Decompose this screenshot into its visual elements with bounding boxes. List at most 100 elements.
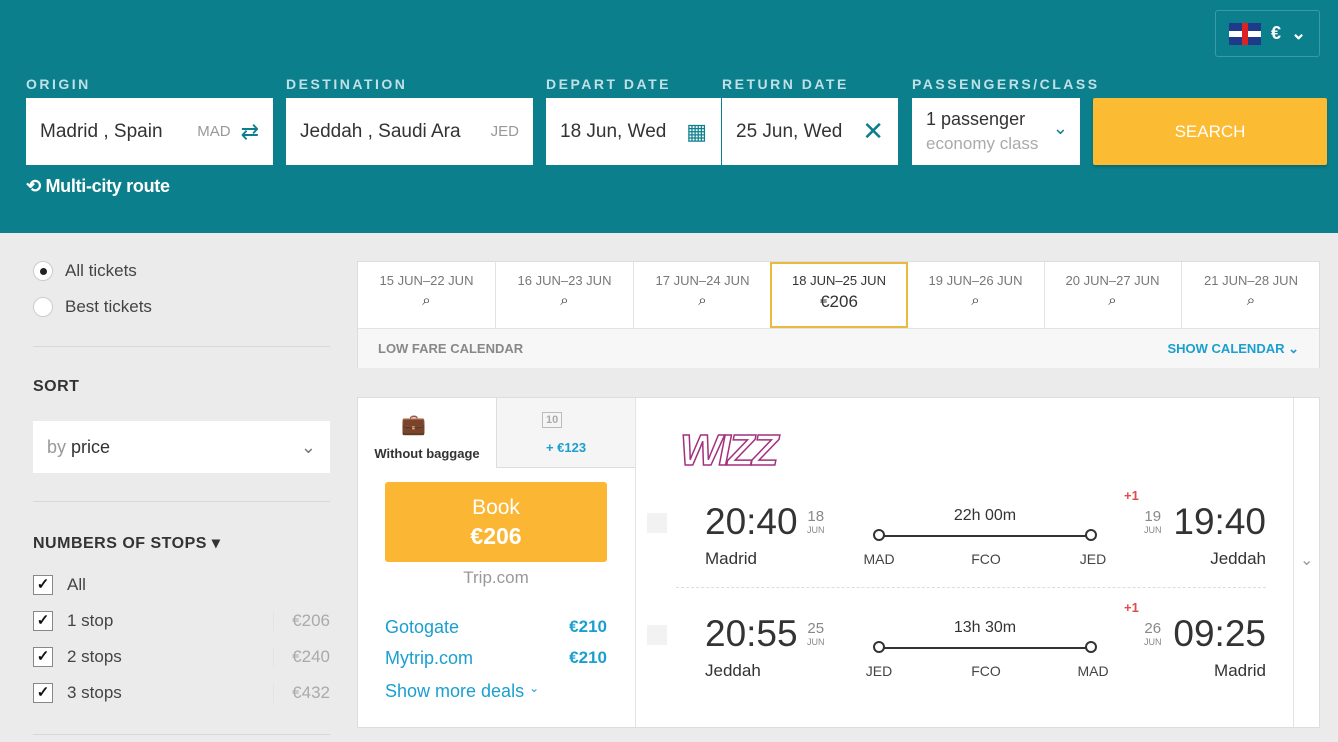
chevron-down-icon: ⌄ <box>1052 118 1068 138</box>
airport-code: FCO <box>971 663 1001 679</box>
stop-price: €432 <box>273 683 330 703</box>
tab-with-baggage[interactable]: 10 + €123 <box>496 398 635 468</box>
next-day-badge: +1 <box>1124 488 1139 503</box>
stop-filter-1[interactable]: ✓ 1 stop €206 <box>33 611 330 631</box>
search-icon: ⌕ <box>971 292 980 309</box>
stops-title[interactable]: NUMBERS OF STOPS ▾ <box>33 533 220 553</box>
departure-day: 25 <box>807 620 825 637</box>
caret-down-icon: ▾ <box>211 535 221 552</box>
date-range: 19 JUN–26 JUN <box>928 273 1023 288</box>
destination-value: Jeddah , Saudi Ara <box>300 120 461 142</box>
search-icon: ⌕ <box>1108 292 1117 309</box>
radio-icon <box>33 261 53 281</box>
class-value: economy class <box>926 134 1039 153</box>
tab-label: + €123 <box>545 440 587 455</box>
sort-select[interactable]: by price ⌄ <box>33 421 330 473</box>
date-option[interactable]: 19 JUN–26 JUN ⌕ <box>907 262 1045 328</box>
arrival-day: 19 <box>1144 508 1162 525</box>
divider <box>33 734 330 735</box>
date-range: 15 JUN–22 JUN <box>379 273 474 288</box>
airport-code: FCO <box>971 551 1001 567</box>
flight-leg-return: 20:55 25 JUN Jeddah 13h 30m JED FCO MAD +… <box>635 600 1293 713</box>
departure-city: Madrid <box>705 549 757 568</box>
date-option[interactable]: 20 JUN–27 JUN ⌕ <box>1044 262 1182 328</box>
deal-link[interactable]: Mytrip.com €210 <box>385 648 607 669</box>
uk-flag-icon <box>1228 22 1261 45</box>
departure-time: 20:55 <box>705 613 798 654</box>
checkbox-icon[interactable]: ✓ <box>33 647 53 667</box>
return-date-input[interactable]: 25 Jun, Wed ✕ <box>722 98 898 165</box>
deal-price: €210 <box>569 617 607 636</box>
filter-best-tickets[interactable]: Best tickets <box>33 297 152 317</box>
date-price: €206 <box>820 292 858 311</box>
currency: € <box>1270 23 1281 43</box>
date-range: 16 JUN–23 JUN <box>517 273 612 288</box>
swap-icon[interactable]: ⇄ <box>240 118 259 144</box>
low-fare-label: LOW FARE CALENDAR <box>378 341 524 356</box>
divider <box>33 346 330 347</box>
clear-icon[interactable]: ✕ <box>862 116 884 146</box>
origin-value: Madrid , Spain <box>40 120 163 142</box>
book-label: Book <box>472 496 520 519</box>
deal-name: Gotogate <box>385 617 460 637</box>
chevron-down-icon: ⌄ <box>529 681 540 695</box>
multi-city-label: Multi-city route <box>45 176 170 196</box>
no-baggage-icon: 💼 <box>401 414 426 436</box>
deal-link[interactable]: Gotogate €210 <box>385 617 607 638</box>
return-value: 25 Jun, Wed <box>736 120 843 142</box>
multi-city-link[interactable]: ⟲ Multi-city route <box>26 176 170 197</box>
airport-code: JED <box>1079 551 1107 567</box>
filter-all-tickets[interactable]: All tickets <box>33 261 137 281</box>
show-calendar-label: SHOW CALENDAR <box>1167 340 1285 356</box>
date-range: 18 JUN–25 JUN <box>792 273 886 288</box>
date-option[interactable]: 15 JUN–22 JUN ⌕ <box>358 262 496 328</box>
checkbox-icon[interactable]: ✓ <box>33 575 53 595</box>
radio-icon <box>33 297 53 317</box>
checkbox-icon[interactable]: ✓ <box>33 611 53 631</box>
route-line <box>877 535 1091 537</box>
calendar-icon[interactable]: ▦ <box>686 118 707 144</box>
depart-date-input[interactable]: 18 Jun, Wed ▦ <box>546 98 721 165</box>
date-option[interactable]: 21 JUN–28 JUN ⌕ <box>1182 262 1320 328</box>
passengers-select[interactable]: 1 passenger economy class ⌄ <box>912 98 1080 165</box>
tab-without-baggage[interactable]: 💼 Without baggage <box>358 398 496 468</box>
checkbox-icon[interactable]: ✓ <box>33 683 53 703</box>
show-more-deals[interactable]: Show more deals ⌄ <box>385 681 607 702</box>
show-calendar-link[interactable]: SHOW CALENDAR ⌄ <box>1167 340 1299 356</box>
passengers-label: PASSENGERS/CLASS <box>912 76 1100 92</box>
stop-filter-all[interactable]: ✓ All <box>33 575 330 595</box>
origin-input[interactable]: Madrid , Spain MAD ⇄ <box>26 98 273 165</box>
divider <box>676 587 1266 588</box>
date-option[interactable]: 16 JUN–23 JUN ⌕ <box>496 262 634 328</box>
checkbox[interactable] <box>647 513 667 533</box>
depart-value: 18 Jun, Wed <box>560 120 667 142</box>
stop-label: 1 stop <box>67 611 114 630</box>
filter-label: Best tickets <box>65 297 152 316</box>
stops-title-text: NUMBERS OF STOPS <box>33 535 207 552</box>
flight-leg-outbound: 20:40 18 JUN Madrid 22h 00m MAD FCO JED +… <box>635 488 1293 601</box>
result-card: 💼 Without baggage 10 + €123 Book €206 Trip.… <box>357 397 1320 728</box>
agent-name: Trip.com <box>463 568 529 587</box>
book-button[interactable]: Book €206 <box>385 482 607 562</box>
destination-input[interactable]: Jeddah , Saudi Ara JED <box>286 98 533 165</box>
stop-dot <box>1085 641 1097 653</box>
chevron-down-icon: ⌄ <box>1290 23 1307 43</box>
departure-month: JUN <box>807 525 825 535</box>
search-icon: ⌕ <box>560 292 569 309</box>
date-option-selected[interactable]: 18 JUN–25 JUN €206 <box>770 262 908 328</box>
expand-icon[interactable]: ⌄ <box>1300 552 1314 569</box>
stop-filter-2[interactable]: ✓ 2 stops €240 <box>33 647 330 667</box>
language-currency-selector[interactable]: € ⌄ <box>1215 10 1320 57</box>
divider <box>635 398 636 727</box>
airport-code: MAD <box>1077 663 1109 679</box>
route-icon: ⟲ <box>26 176 46 196</box>
arrival-month: JUN <box>1144 525 1162 535</box>
search-button[interactable]: SEARCH <box>1093 98 1327 165</box>
stop-label: 3 stops <box>67 683 122 702</box>
airport-code: JED <box>865 663 893 679</box>
date-range: 20 JUN–27 JUN <box>1065 273 1160 288</box>
departure-city: Jeddah <box>705 661 761 680</box>
checkbox[interactable] <box>647 625 667 645</box>
date-option[interactable]: 17 JUN–24 JUN ⌕ <box>634 262 772 328</box>
stop-filter-3[interactable]: ✓ 3 stops €432 <box>33 683 330 703</box>
